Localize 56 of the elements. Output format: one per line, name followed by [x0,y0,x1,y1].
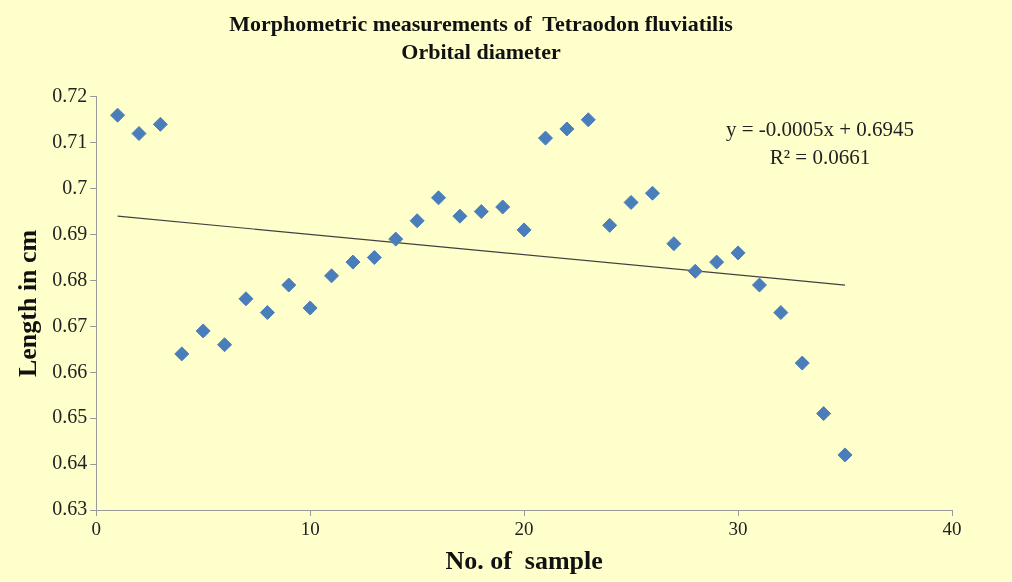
point [644,185,660,201]
point [131,126,147,142]
point [110,107,126,123]
x-tick-label: 20 [514,518,534,540]
annotation: R² = 0.0661 [769,144,871,169]
point [816,406,832,422]
x-axis-title: No. of sample [445,546,603,576]
point [837,447,853,463]
point [773,305,789,321]
point [602,217,618,233]
point [452,208,468,224]
point [559,121,575,137]
point [538,130,553,146]
point [324,268,340,284]
point [794,355,810,371]
y-tick-label: 0.64 [52,451,88,474]
point [431,190,447,206]
point [238,291,254,307]
point [281,277,297,293]
y-tick-label: 0.72 [52,84,88,107]
annotation: y = -0.0005x + 0.6945 [725,116,915,141]
x-tick-label: 30 [728,518,748,540]
y-tick-label: 0.68 [52,267,88,290]
y-tick-label: 0.63 [52,497,88,520]
point [709,254,725,270]
point [666,236,682,252]
x-tick-label: 10 [300,518,320,540]
point [174,346,190,362]
y-tick-label: 0.66 [52,359,88,382]
point [623,194,639,210]
point [687,263,703,279]
chart-title: Morphometric measurements of Tetraodon fluviatilis [229,10,734,36]
point [516,222,532,238]
y-tick-label: 0.7 [62,175,88,198]
point [730,245,746,261]
point [366,249,382,265]
y-tick-label: 0.71 [52,129,88,152]
y-axis-title: Length in cm [13,229,43,378]
y-tick-label: 0.69 [52,221,88,244]
x-tick-label: 0 [91,518,101,540]
point [388,231,404,247]
point [580,112,596,128]
y-tick-label: 0.65 [52,405,88,428]
x-tick-label: 40 [942,518,962,540]
point [409,213,425,229]
point [259,305,275,321]
point [495,199,511,215]
point [217,337,233,353]
point [751,277,767,293]
y-tick-label: 0.67 [52,313,88,336]
point [302,300,318,316]
point [152,116,168,132]
point [473,204,489,220]
point [345,254,361,270]
chart-subtitle: Orbital diameter [401,39,561,65]
point [195,323,211,339]
